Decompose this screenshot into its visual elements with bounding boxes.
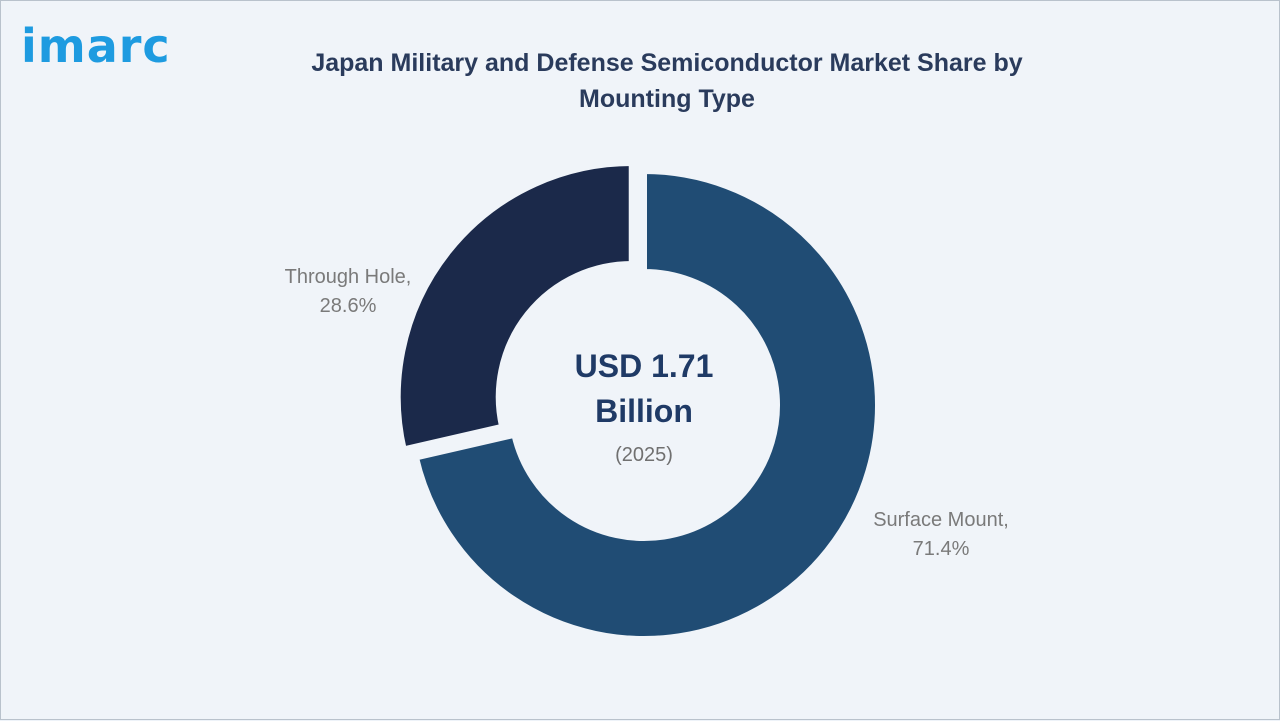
center-value-line2: Billion bbox=[595, 393, 693, 429]
center-year: (2025) bbox=[615, 444, 673, 466]
center-value-line1: USD 1.71 bbox=[575, 348, 714, 384]
surface-mount-label: Surface Mount, bbox=[873, 509, 1009, 531]
through-hole-value: 28.6% bbox=[320, 295, 377, 317]
through-hole-slice bbox=[394, 159, 635, 454]
donut-slices bbox=[394, 159, 881, 642]
chart-title: Japan Military and Defense Semiconductor… bbox=[311, 49, 1023, 113]
surface-mount-value: 71.4% bbox=[913, 538, 970, 560]
through-hole-label: Through Hole, bbox=[285, 266, 412, 288]
imarc-logo: imarc bbox=[21, 19, 171, 73]
surface-mount-slice bbox=[412, 167, 881, 642]
